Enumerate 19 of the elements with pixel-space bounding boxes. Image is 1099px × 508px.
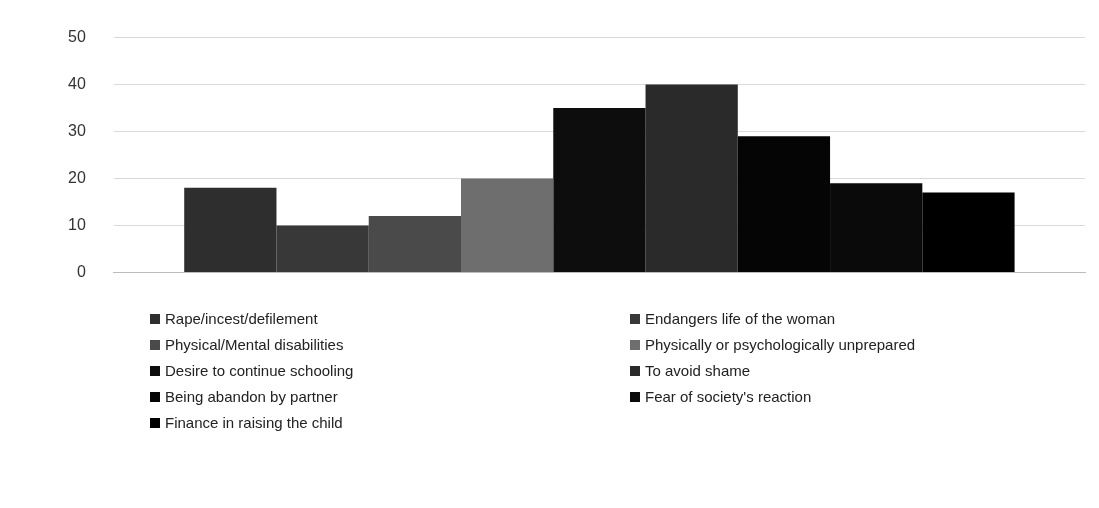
legend-label: Endangers life of the woman <box>645 310 836 327</box>
bar <box>368 216 461 272</box>
legend-label: Desire to continue schooling <box>165 362 354 379</box>
bar <box>553 108 646 272</box>
y-tick-label: 30 <box>68 121 86 139</box>
legend-label: To avoid shame <box>645 362 751 379</box>
legend-label: Finance in raising the child <box>165 414 343 431</box>
legend-label: Being abandon by partner <box>165 388 338 405</box>
y-tick-label: 10 <box>68 215 86 233</box>
legend-label: Physically or psychologically unprepared <box>645 336 916 353</box>
legend-label: Physical/Mental disabilities <box>165 336 344 353</box>
y-tick-label: 20 <box>68 168 86 186</box>
y-tick-label: 50 <box>68 28 86 46</box>
y-tick-label: 40 <box>68 74 86 92</box>
y-tick-label: 0 <box>76 262 86 280</box>
bar <box>645 84 738 272</box>
legend-label: Fear of society's reaction <box>645 388 812 405</box>
legend-label: Rape/incest/defilement <box>165 310 318 327</box>
bar <box>461 178 554 272</box>
